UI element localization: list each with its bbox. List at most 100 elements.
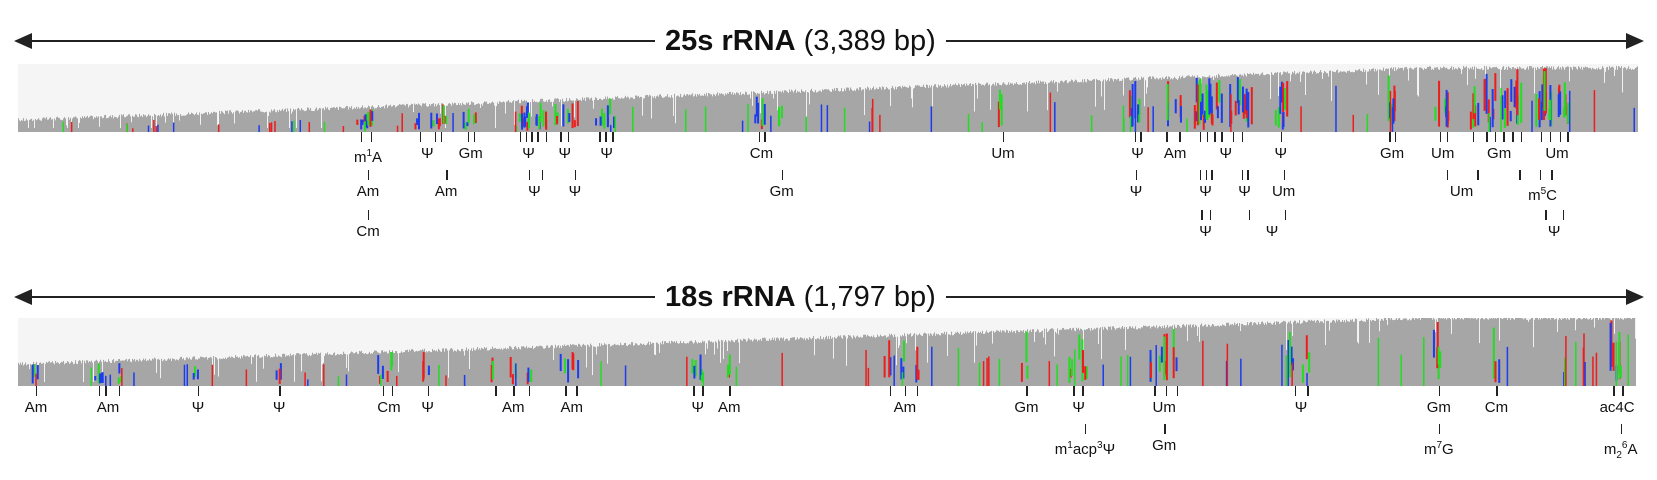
coverage-bar: [1589, 319, 1591, 386]
mismatch-mark: [109, 374, 112, 386]
coverage-bar: [1029, 330, 1031, 386]
coverage-bar: [1253, 323, 1255, 386]
coverage-bar: [830, 91, 832, 132]
coverage-bar: [596, 354, 598, 386]
coverage-bar: [1242, 323, 1244, 386]
coverage-bar: [1255, 322, 1257, 386]
coverage-bar: [455, 350, 457, 386]
coverage-bar: [1289, 73, 1291, 132]
coverage-bar: [1084, 79, 1086, 132]
coverage-bar: [397, 353, 399, 386]
coverage-bar: [712, 96, 714, 132]
coverage-bar: [571, 100, 573, 132]
coverage-bar: [1632, 68, 1634, 132]
coverage-bar: [843, 91, 845, 132]
modification-tick: [1241, 170, 1244, 180]
coverage-bar: [142, 117, 144, 132]
coverage-bar: [1384, 71, 1386, 132]
mismatch-mark: [539, 102, 542, 123]
mismatch-mark: [1438, 80, 1441, 127]
coverage-bar: [810, 338, 812, 386]
coverage-bar: [134, 358, 136, 386]
coverage-bar: [451, 348, 453, 386]
coverage-bar: [348, 109, 350, 132]
coverage-bar: [1225, 76, 1227, 132]
coverage-bar: [1478, 68, 1480, 132]
modification-label: ac4C: [1599, 399, 1635, 416]
coverage-bar: [144, 115, 146, 132]
coverage-bar: [1589, 68, 1591, 132]
coverage-bar: [406, 350, 408, 386]
coverage-bar: [539, 345, 541, 386]
coverage-bar: [499, 348, 501, 386]
coverage-bar: [494, 105, 496, 132]
coverage-bar: [1345, 71, 1347, 132]
coverage-bar: [720, 93, 722, 132]
mismatch-mark: [1165, 333, 1168, 381]
coverage-bar: [1235, 324, 1237, 386]
coverage-bar: [612, 345, 614, 386]
coverage-bar: [749, 94, 751, 132]
coverage-bar: [1582, 69, 1584, 132]
mismatch-mark: [1559, 91, 1562, 115]
coverage-bar: [427, 352, 429, 386]
mismatch-mark: [1085, 366, 1088, 379]
coverage-bar: [680, 340, 682, 386]
coverage-bar: [713, 342, 715, 386]
mismatch-mark: [820, 104, 823, 132]
coverage-bar: [361, 350, 363, 386]
coverage-bar: [912, 107, 914, 132]
coverage-bar: [1102, 81, 1104, 132]
coverage-bar: [1400, 67, 1402, 132]
coverage-bar: [1554, 319, 1556, 386]
mismatch-mark: [843, 107, 846, 132]
coverage-bar: [190, 359, 192, 386]
coverage-bar: [1003, 330, 1005, 386]
coverage-bar: [37, 119, 39, 132]
modification-tick: [1539, 170, 1542, 180]
coverage-bar: [1014, 331, 1016, 386]
coverage-bar: [459, 351, 461, 386]
coverage-bar: [1362, 321, 1364, 386]
coverage-bar: [1164, 78, 1166, 132]
mismatch-mark: [1281, 344, 1283, 386]
coverage-bar: [1614, 76, 1616, 132]
coverage-bar: [970, 331, 972, 386]
coverage-bar: [85, 363, 87, 386]
coverage-bar: [342, 108, 344, 132]
coverage-bar: [105, 114, 107, 132]
coverage-bar: [658, 344, 660, 386]
coverage-bar: [1629, 69, 1631, 132]
coverage-bar: [86, 116, 88, 132]
coverage-bar: [724, 341, 726, 386]
coverage-bar: [1065, 80, 1067, 132]
coverage-bar: [1066, 80, 1068, 132]
coverage-bar: [649, 344, 651, 386]
coverage-bar: [688, 95, 690, 132]
coverage-bar: [894, 89, 896, 132]
coverage-bar: [328, 354, 330, 386]
coverage-bar: [1169, 326, 1171, 386]
modification-label: Ψ: [568, 183, 582, 200]
coverage-bar: [95, 360, 97, 386]
coverage-bar: [938, 84, 940, 132]
coverage-bar: [1195, 324, 1197, 386]
coverage-bar: [916, 85, 918, 132]
coverage-bar: [193, 356, 195, 386]
coverage-bar: [1184, 325, 1186, 386]
coverage-bar: [581, 100, 583, 132]
coverage-bar: [1249, 323, 1251, 386]
coverage-bar: [1531, 318, 1533, 386]
title-name: 18s rRNA: [665, 281, 796, 313]
coverage-bar: [436, 350, 438, 386]
coverage-bar: [233, 357, 235, 386]
coverage-bar: [1140, 328, 1142, 386]
coverage-bar: [84, 360, 86, 386]
coverage-bar: [383, 106, 385, 132]
coverage-bar: [458, 103, 460, 132]
mismatch-mark: [118, 363, 121, 374]
mismatch-mark: [741, 120, 744, 132]
coverage-bar: [1420, 319, 1422, 386]
coverage-bar: [165, 360, 167, 386]
mismatch-mark: [1069, 368, 1072, 378]
